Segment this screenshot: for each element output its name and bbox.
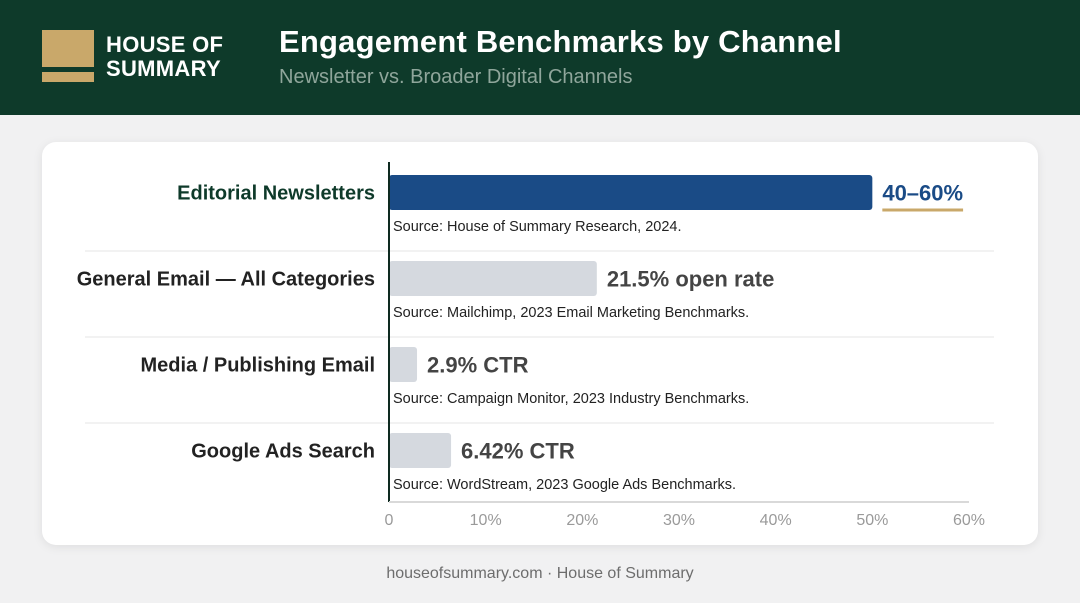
source-note: Source: WordStream, 2023 Google Ads Benc…: [393, 477, 736, 493]
value-label: 21.5% open rate: [607, 267, 775, 292]
bar-chart: Editorial Newsletters 40–60% Source: House…: [77, 162, 994, 529]
category-label: Editorial Newsletters: [177, 183, 375, 205]
brand-wordmark: HOUSE OF SUMMARY: [106, 33, 223, 81]
value-label: 6.42% CTR: [461, 439, 575, 464]
category-label: Google Ads Search: [191, 441, 375, 463]
footer-credit: houseofsummary.com · House of Summary: [386, 565, 694, 582]
source-note: Source: Mailchimp, 2023 Email Marketing …: [393, 305, 749, 321]
x-tick-label: 40%: [760, 512, 792, 529]
page-title: Engagement Benchmarks by Channel: [279, 24, 842, 59]
x-tick-label: 50%: [856, 512, 888, 529]
x-tick-label: 20%: [566, 512, 598, 529]
source-note: Source: Campaign Monitor, 2023 Industry …: [393, 391, 749, 407]
bar: [389, 175, 873, 210]
x-tick-label: 0: [385, 512, 394, 529]
bar: [389, 433, 452, 468]
x-tick-label: 10%: [470, 512, 502, 529]
source-note: Source: House of Summary Research, 2024.: [393, 219, 682, 235]
bar: [389, 261, 597, 296]
value-label: 40–60%: [882, 181, 963, 206]
brand-logo-mark: [42, 30, 94, 82]
page-subtitle: Newsletter vs. Broader Digital Channels: [279, 66, 633, 88]
brand-line-1: HOUSE OF: [106, 32, 224, 57]
category-label: Media / Publishing Email: [141, 355, 375, 377]
x-tick-label: 60%: [953, 512, 985, 529]
chart-card: Editorial Newsletters 40–60% Source: House…: [42, 142, 1038, 545]
header-banner: HOUSE OF SUMMARY Engagement Benchmarks b…: [0, 0, 1080, 115]
bar: [389, 347, 418, 382]
value-label: 2.9% CTR: [427, 353, 529, 378]
brand-line-2: SUMMARY: [106, 56, 221, 81]
x-tick-label: 30%: [663, 512, 695, 529]
category-label: General Email — All Categories: [77, 269, 375, 291]
